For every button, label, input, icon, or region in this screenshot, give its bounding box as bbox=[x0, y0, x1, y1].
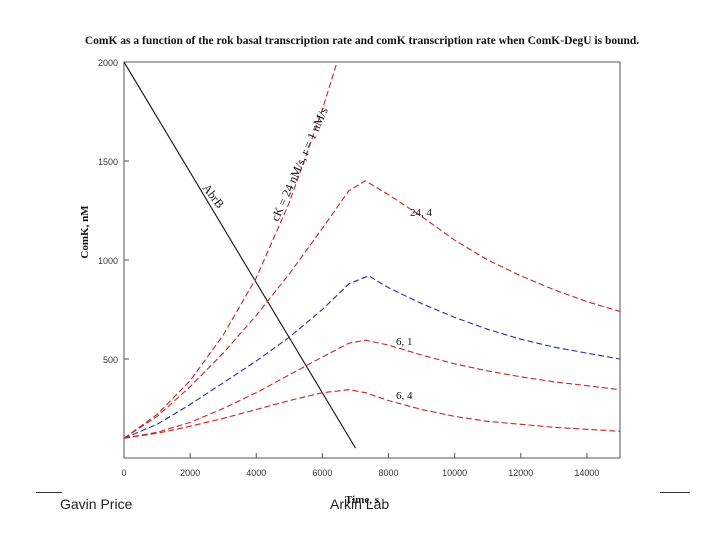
x-tick-label: 8000 bbox=[379, 468, 399, 478]
y-tick-label: 500 bbox=[103, 355, 118, 365]
series-line-1 bbox=[124, 62, 338, 439]
series-line-2 bbox=[124, 180, 620, 439]
series-line-0 bbox=[124, 62, 356, 449]
series-label-6-4: 6, 4 bbox=[396, 390, 413, 402]
x-tick-label: 14000 bbox=[574, 468, 599, 478]
x-axis-label: Time, s bbox=[345, 494, 380, 506]
x-tick-label: 12000 bbox=[508, 468, 533, 478]
x-tick-label: 4000 bbox=[246, 468, 266, 478]
series-label-ck24-r1: cK = 24 nM/s, r = 1 nM/s bbox=[268, 105, 331, 223]
series-line-4 bbox=[124, 339, 620, 439]
x-tick-label: 2000 bbox=[180, 468, 200, 478]
y-tick-label: 2000 bbox=[98, 58, 118, 68]
y-tick-label: 1500 bbox=[98, 157, 118, 167]
series-line-3 bbox=[124, 275, 620, 439]
series-lines bbox=[124, 62, 620, 449]
footer-rule-right bbox=[660, 492, 690, 493]
series-label-24-4: 24, 4 bbox=[410, 207, 433, 219]
x-axis-ticks: 0 2000 4000 6000 8000 10000 12000 14000 bbox=[121, 453, 599, 478]
series-line-5 bbox=[124, 389, 620, 439]
footer-lab: Arkin Lab bbox=[330, 496, 390, 512]
y-axis-label: ComK, nM bbox=[79, 205, 91, 259]
series-label-6-1: 6, 1 bbox=[396, 336, 413, 348]
x-tick-label: 6000 bbox=[312, 468, 332, 478]
x-tick-label: 10000 bbox=[442, 468, 467, 478]
chart-title: ComK as a function of the rok basal tran… bbox=[85, 35, 639, 47]
y-tick-label: 1000 bbox=[98, 256, 118, 266]
footer-author: Gavin Price bbox=[60, 496, 133, 512]
x-tick-label: 0 bbox=[121, 468, 126, 478]
footer-rule-left bbox=[36, 492, 62, 493]
y-axis-ticks: 500 1000 1500 2000 bbox=[98, 58, 129, 365]
